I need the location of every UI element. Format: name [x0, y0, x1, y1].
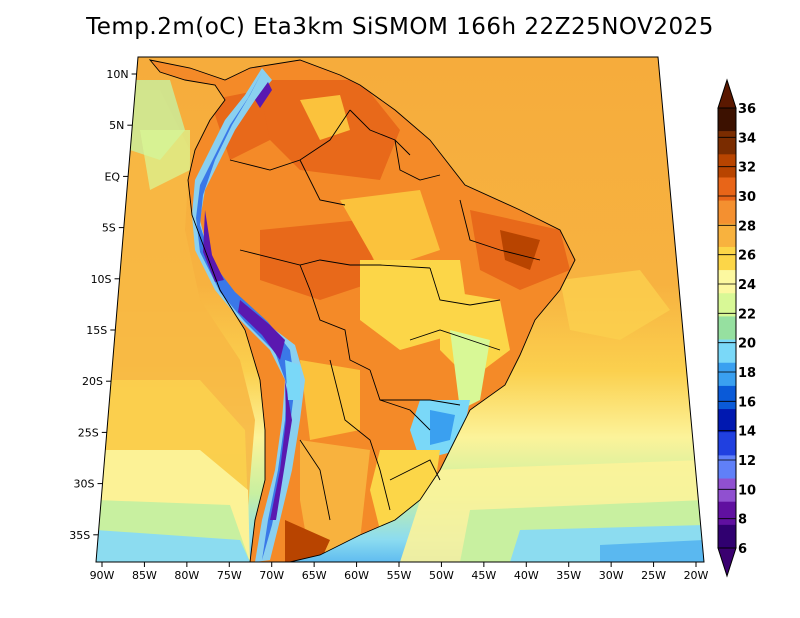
lon-label: 25W [641, 569, 666, 582]
colorbar-label: 26 [738, 249, 756, 264]
lat-label: 30S [74, 478, 95, 491]
colorbar-segment [718, 409, 736, 433]
colorbar-label: 20 [738, 337, 756, 352]
colorbar-label: 6 [738, 542, 747, 557]
colorbar-label: 34 [738, 131, 756, 146]
lon-label: 75W [217, 569, 242, 582]
colorbar-label: 36 [738, 102, 756, 117]
latitude-axis: 10N 5N EQ 5S 10S 15S 20S 25S 30S 35S [69, 68, 137, 542]
colorbar-segment [718, 131, 736, 155]
map-domain [96, 57, 704, 562]
lon-label: 45W [471, 569, 496, 582]
longitude-axis: 90W 85W 80W 75W 70W 65W 60W 55W 50W 45W 40W 35W 30W 2… [90, 562, 709, 582]
colorbar-segment [718, 432, 736, 456]
colorbar-label: 16 [738, 395, 756, 410]
colorbar-arrow-bottom [717, 547, 737, 578]
colorbar-segment [718, 478, 736, 502]
lat-label: 25S [78, 426, 99, 439]
colorbar-label: 8 [738, 513, 747, 528]
lon-label: 90W [90, 569, 115, 582]
lat-label: 5N [109, 119, 124, 132]
lon-label: 40W [514, 569, 539, 582]
colorbar-segment [718, 154, 736, 178]
colorbar-segment [718, 501, 736, 526]
map-frame [95, 56, 705, 563]
country-borders [149, 59, 576, 562]
colorbar-segment [718, 270, 736, 294]
colorbar-segment [718, 177, 736, 201]
colorbar-segment [718, 200, 736, 225]
colorbar-segment [718, 108, 736, 132]
colorbar-segment [718, 362, 736, 387]
lat-label: 15S [86, 324, 107, 337]
lat-label: 10S [91, 273, 112, 286]
lon-label: 60W [344, 569, 369, 582]
colorbar-segment [718, 339, 736, 364]
colorbar-segment [718, 524, 736, 549]
lon-label: 85W [132, 569, 157, 582]
colorbar-label: 22 [738, 307, 756, 322]
colorbar-label: 24 [738, 278, 756, 293]
colorbar-label: 32 [738, 161, 756, 176]
colorbar-segment [718, 246, 736, 271]
lon-label: 30W [599, 569, 624, 582]
colorbar-arrow-top [717, 78, 737, 109]
colorbar-label: 18 [738, 366, 756, 381]
colorbar: 36 34 32 30 28 26 24 22 20 18 16 14 12 10 8 6 [717, 78, 756, 578]
colorbar-segment [718, 455, 736, 479]
colorbar-segment [718, 316, 736, 340]
colorbar-label: 30 [738, 190, 756, 205]
lon-label: 55W [387, 569, 412, 582]
colorbar-label: 12 [738, 454, 756, 469]
lat-label: 5S [102, 222, 116, 235]
lat-label: 35S [69, 529, 90, 542]
map-title: Temp.2m(oC) Eta3km SiSMOM 166h 22Z25NOV2… [86, 14, 714, 40]
lat-label: EQ [104, 170, 120, 183]
colorbar-segment [718, 385, 736, 410]
colorbar-segment [718, 293, 736, 317]
lon-label: 20W [684, 569, 709, 582]
lat-label: 20S [82, 375, 103, 388]
colorbar-label: 10 [738, 483, 756, 498]
lon-label: 65W [302, 569, 327, 582]
lon-label: 35W [556, 569, 581, 582]
colorbar-segment [718, 223, 736, 248]
lon-label: 50W [429, 569, 454, 582]
lon-label: 80W [174, 569, 199, 582]
lat-label: 10N [106, 68, 128, 81]
colorbar-label: 14 [738, 425, 756, 440]
lon-label: 70W [259, 569, 284, 582]
colorbar-label: 28 [738, 219, 756, 234]
